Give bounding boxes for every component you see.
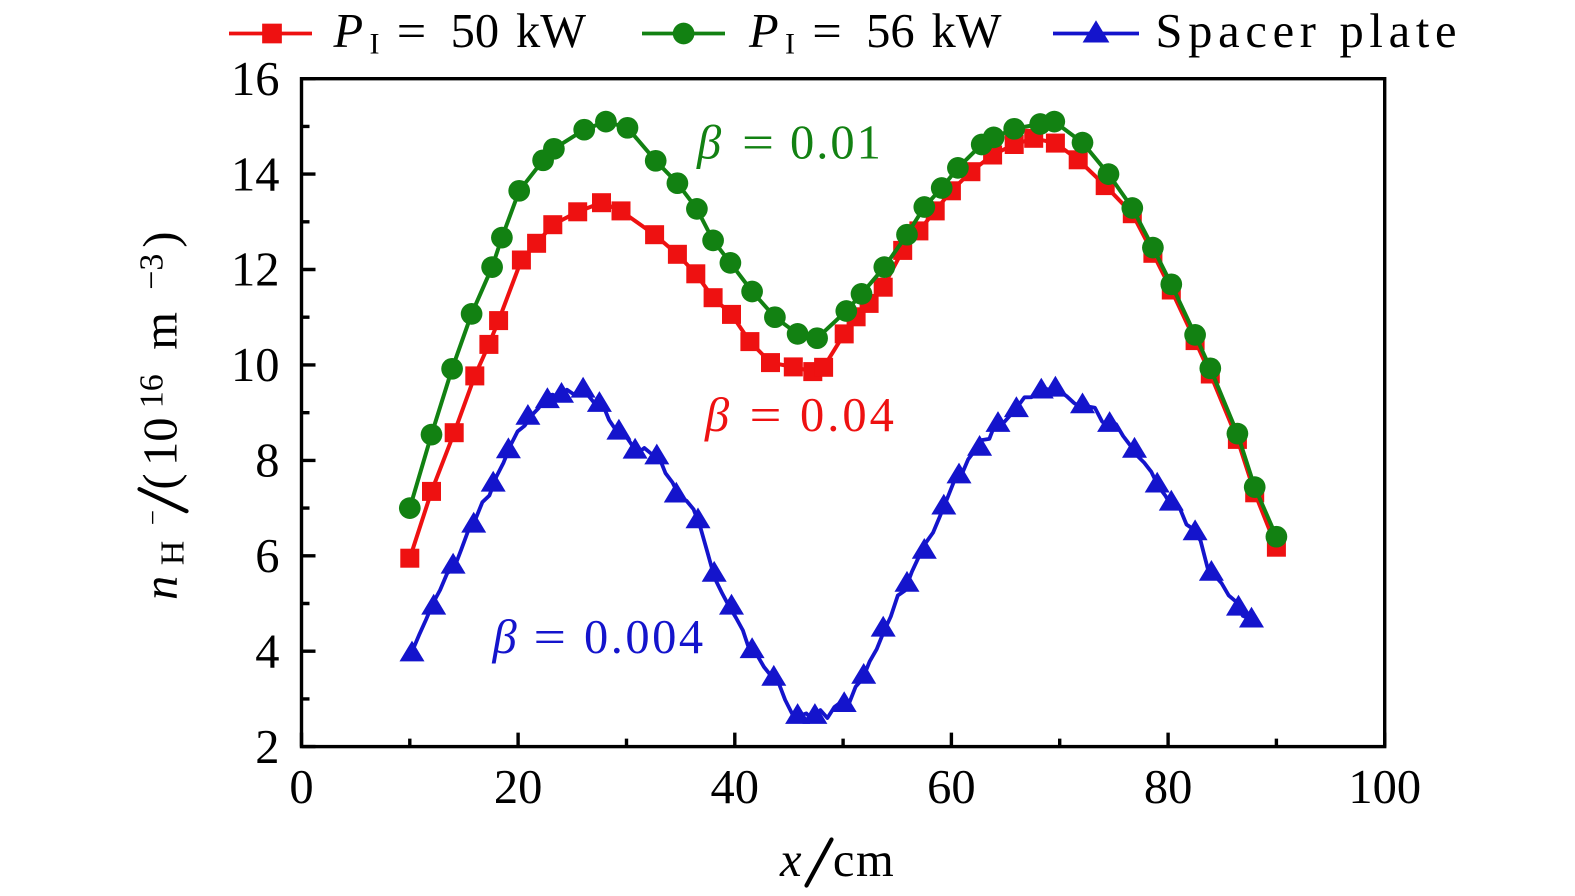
svg-text:=: = [397, 5, 427, 58]
svg-text:16: 16 [231, 53, 280, 106]
svg-text:Spacer plate: Spacer plate [1156, 5, 1463, 58]
svg-text:=: = [742, 117, 774, 170]
svg-text:12: 12 [231, 244, 280, 297]
svg-text:14: 14 [231, 148, 280, 201]
svg-text:4: 4 [255, 625, 279, 678]
svg-text:β0.04: β 0.04 [704, 389, 897, 442]
svg-text:2: 2 [255, 721, 279, 774]
svg-text:20: 20 [494, 761, 543, 814]
svg-text:=: = [812, 5, 842, 58]
svg-text:β0.004: β 0.004 [492, 611, 706, 664]
svg-text:0: 0 [289, 761, 313, 814]
svg-text:40: 40 [711, 761, 760, 814]
svg-text:xcm: x cm [779, 834, 894, 887]
svg-text:6: 6 [255, 530, 279, 583]
svg-text:100: 100 [1348, 761, 1421, 814]
svg-text:10: 10 [231, 339, 280, 392]
svg-text:=: = [534, 611, 567, 664]
svg-text:β0.01: β 0.01 [696, 117, 883, 170]
svg-text:nH−(1016m−3): nH−(1016m−3) [134, 231, 192, 600]
svg-text:8: 8 [255, 435, 279, 488]
svg-text:60: 60 [927, 761, 976, 814]
svg-text:80: 80 [1144, 761, 1193, 814]
svg-text:=: = [750, 389, 782, 442]
